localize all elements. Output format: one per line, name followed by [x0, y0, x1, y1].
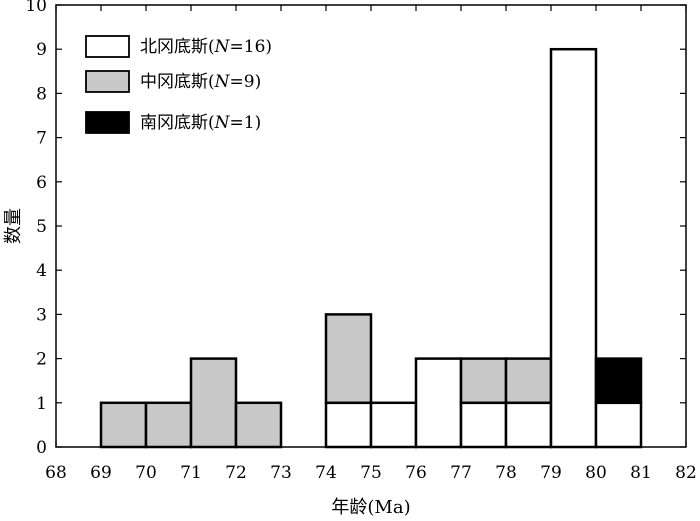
legend-label-series3: 南冈底斯(N=1)	[140, 113, 261, 133]
bar-series1-bin-77	[459, 401, 508, 449]
x-tick-label: 79	[540, 463, 562, 483]
x-tick-label: 76	[405, 463, 427, 483]
x-tick-label: 82	[675, 463, 697, 483]
x-axis-title: 年龄(Ma)	[331, 497, 410, 518]
bar-series1-bin-75	[369, 401, 418, 449]
bar-series2-bin-70	[144, 401, 193, 449]
bars-layer	[99, 47, 643, 449]
legend-swatch-series1	[85, 35, 130, 58]
x-tick-label: 70	[135, 463, 157, 483]
legend-swatch-series3	[85, 111, 130, 134]
y-tick-label: 5	[36, 217, 47, 237]
bar-series3-bin-80	[594, 357, 643, 405]
x-tick-label: 74	[315, 463, 337, 483]
bar-series1-bin-80	[594, 401, 643, 449]
x-tick-label: 80	[585, 463, 607, 483]
x-tick-label: 75	[360, 463, 382, 483]
y-tick-label: 6	[36, 173, 47, 193]
bar-series2-bin-71	[189, 357, 238, 449]
x-tick-label: 73	[270, 463, 292, 483]
bar-series1-bin-78	[504, 401, 553, 449]
bar-series2-bin-72	[234, 401, 283, 449]
x-tick-label: 77	[450, 463, 472, 483]
y-tick-label: 9	[36, 40, 47, 60]
y-tick-label: 3	[36, 305, 47, 325]
x-tick-label: 69	[90, 463, 112, 483]
x-tick-label: 78	[495, 463, 517, 483]
legend: 北冈底斯(N=16) 中冈底斯(N=9) 南冈底斯(N=1)	[85, 35, 272, 134]
bar-series1-bin-74	[324, 401, 373, 449]
bar-series2-bin-78	[504, 357, 553, 405]
y-axis-title: 数量	[3, 208, 24, 244]
x-tick-label: 81	[630, 463, 652, 483]
bar-series1-bin-76	[414, 357, 463, 449]
x-tick-label: 68	[45, 463, 67, 483]
bar-series1-bin-79	[549, 47, 598, 449]
y-tick-label: 2	[36, 350, 47, 370]
legend-swatch-series2	[85, 70, 130, 93]
bar-series2-bin-74	[324, 313, 373, 405]
legend-label-series1: 北冈底斯(N=16)	[140, 37, 272, 57]
bar-series2-bin-77	[459, 357, 508, 405]
y-tick-label: 4	[36, 261, 47, 281]
legend-label-series2: 中冈底斯(N=9)	[140, 72, 261, 92]
bar-series2-bin-69	[99, 401, 148, 449]
ticks-layer: 68 69 70 71 72 73 74 75 76 77 78 79 80 81 820123456789…	[25, 0, 696, 483]
y-tick-label: 1	[36, 394, 47, 414]
x-tick-label: 71	[180, 463, 202, 483]
y-tick-label: 7	[36, 129, 47, 149]
x-tick-label: 72	[225, 463, 247, 483]
y-tick-label: 10	[25, 0, 47, 16]
y-tick-label: 0	[36, 438, 47, 458]
y-tick-label: 8	[36, 84, 47, 104]
